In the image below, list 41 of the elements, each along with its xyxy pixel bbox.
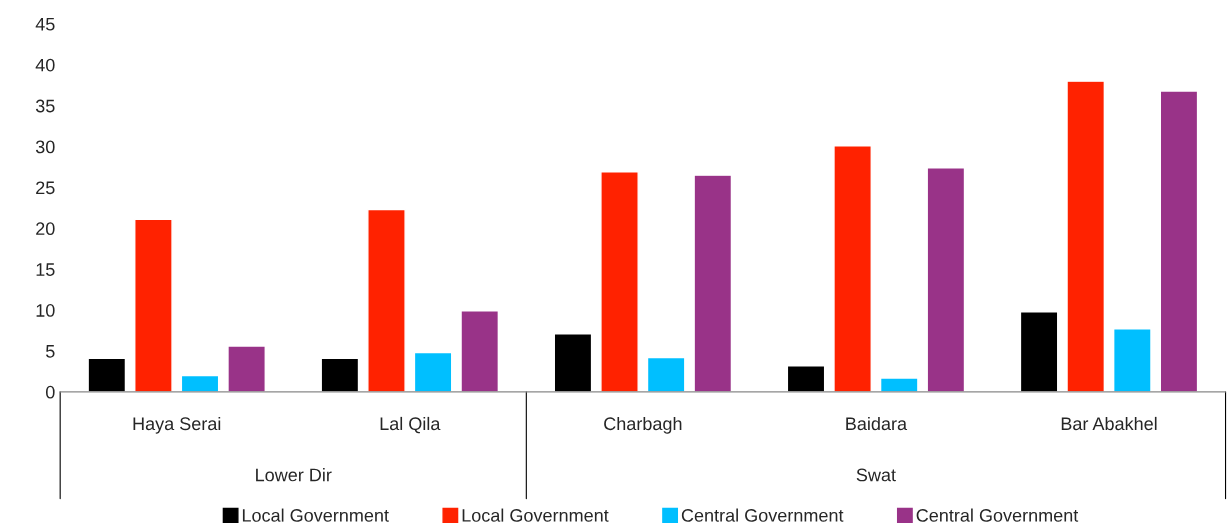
y-tick-label: 45	[35, 18, 55, 31]
y-tick-label: 35	[35, 99, 55, 113]
bar	[460, 310, 500, 392]
legend-label: Local Government	[462, 508, 609, 522]
legend-label: Central Government	[916, 508, 1079, 522]
y-tick-label: 20	[36, 222, 55, 236]
bar	[926, 167, 966, 392]
y-tick-label: 10	[36, 304, 55, 317]
bar	[693, 174, 733, 392]
x-tick-label: Lal Qila	[380, 416, 441, 434]
x-tick-label: Baidara	[846, 416, 908, 431]
y-tick-label: 30	[35, 140, 55, 154]
bar	[180, 374, 220, 392]
bar	[646, 356, 686, 392]
y-tick-label: 40	[35, 58, 55, 72]
bar	[227, 345, 266, 392]
bar	[786, 365, 826, 392]
bar	[1112, 328, 1152, 392]
y-tick-label: 5	[45, 345, 55, 358]
bar	[320, 357, 360, 392]
text: Lower Dir	[256, 468, 332, 482]
bar	[1159, 90, 1199, 392]
legend-label: Central Government	[681, 508, 844, 522]
bar	[1066, 80, 1106, 392]
y-tick-label: 0	[45, 385, 55, 399]
y-tick-label: 15	[36, 263, 55, 276]
bar	[413, 351, 453, 392]
text: Swat	[856, 468, 896, 482]
bar	[87, 357, 127, 392]
y-tick-label: 25	[36, 181, 55, 195]
bar	[879, 377, 919, 392]
bar	[367, 208, 406, 392]
x-tick-label: Charbagh	[604, 416, 682, 434]
x-tick-label: Bar Abakhel	[1061, 416, 1157, 431]
bar	[600, 171, 639, 392]
bar	[1019, 311, 1059, 392]
bar	[134, 218, 173, 392]
bar	[833, 145, 872, 392]
x-tick-label: Haya Serai	[133, 416, 221, 434]
bar	[553, 333, 593, 392]
legend-label: Local Government	[242, 508, 389, 522]
